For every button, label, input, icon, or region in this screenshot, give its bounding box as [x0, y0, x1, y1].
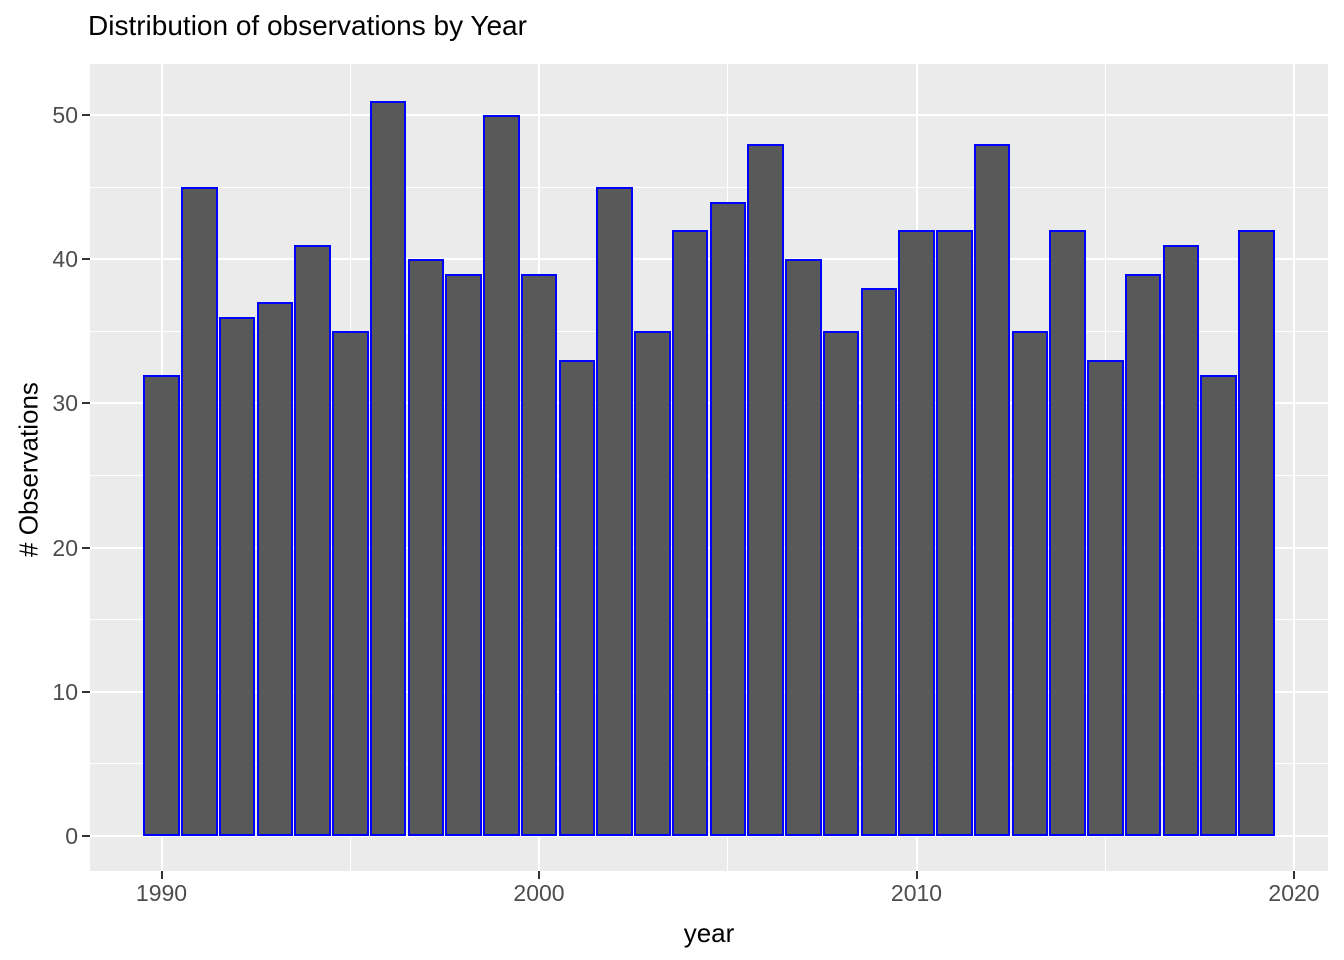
bar-year-2010	[898, 230, 935, 836]
bar-year-1992	[218, 316, 256, 836]
y-tick-mark	[82, 546, 90, 549]
bar-year-2007	[785, 259, 822, 836]
bar-year-2009	[860, 288, 897, 836]
y-tick-mark	[82, 402, 90, 405]
y-major-gridline	[90, 402, 1328, 405]
x-tick-mark	[1293, 871, 1295, 879]
bar-year-2008	[822, 331, 860, 836]
y-tick-mark	[82, 258, 90, 261]
bar-year-2005	[709, 201, 746, 836]
x-tick-mark	[538, 871, 540, 879]
y-tick-label: 10	[52, 678, 78, 705]
bar-year-1996	[369, 100, 407, 836]
bar-year-2015	[1087, 360, 1124, 836]
bar-year-2012	[973, 143, 1011, 836]
bar-year-2002	[596, 187, 633, 836]
x-tick-label: 1990	[135, 880, 188, 906]
bar-year-2004	[671, 230, 709, 836]
bar-year-1995	[332, 331, 369, 836]
x-axis-title: year	[683, 918, 735, 948]
bar-year-2017	[1162, 244, 1199, 836]
y-tick-mark	[82, 114, 90, 116]
y-minor-gridline	[90, 619, 1328, 621]
bar-year-2019	[1238, 230, 1275, 836]
y-tick-label: 40	[52, 246, 78, 273]
bar-year-2006	[747, 143, 784, 836]
bar-year-2016	[1124, 273, 1162, 836]
y-axis-title: # Observations	[13, 382, 44, 557]
bar-year-2003	[634, 331, 671, 836]
bar-year-2013	[1011, 331, 1048, 836]
bar-year-1990	[143, 374, 180, 836]
x-tick-mark	[915, 871, 918, 879]
x-major-gridline	[1293, 64, 1295, 871]
chart-title: Distribution of observations by Year	[88, 10, 527, 41]
y-minor-gridline	[90, 330, 1328, 332]
y-tick-label: 0	[65, 823, 78, 849]
bar-year-2001	[558, 360, 595, 836]
x-tick-label: 2010	[890, 880, 943, 906]
x-tick-mark	[160, 871, 163, 879]
y-tick-label: 30	[52, 390, 78, 417]
y-major-gridline	[90, 114, 1328, 116]
y-major-gridline	[90, 546, 1328, 549]
bar-year-2014	[1049, 230, 1086, 836]
bar-year-1998	[445, 273, 482, 836]
y-major-gridline	[90, 258, 1328, 261]
x-tick-label: 2000	[513, 880, 565, 906]
bar-year-1997	[407, 259, 444, 836]
y-minor-gridline	[90, 186, 1328, 188]
bar-year-1999	[483, 115, 520, 836]
y-tick-label: 20	[52, 534, 78, 561]
y-tick-label: 50	[52, 102, 78, 128]
y-minor-gridline	[90, 475, 1328, 476]
bar-year-2000	[520, 273, 558, 836]
y-tick-mark	[82, 835, 90, 837]
bar-year-2018	[1200, 374, 1237, 836]
y-tick-mark	[82, 690, 90, 693]
bar-year-1991	[181, 187, 218, 836]
x-tick-label: 2020	[1268, 880, 1320, 906]
y-minor-gridline	[90, 763, 1328, 765]
y-major-gridline	[90, 835, 1328, 837]
bar-year-1993	[256, 302, 293, 836]
bar-year-1994	[294, 244, 331, 836]
plot-panel	[90, 64, 1328, 871]
y-major-gridline	[90, 690, 1328, 693]
bar-year-2011	[936, 230, 973, 836]
